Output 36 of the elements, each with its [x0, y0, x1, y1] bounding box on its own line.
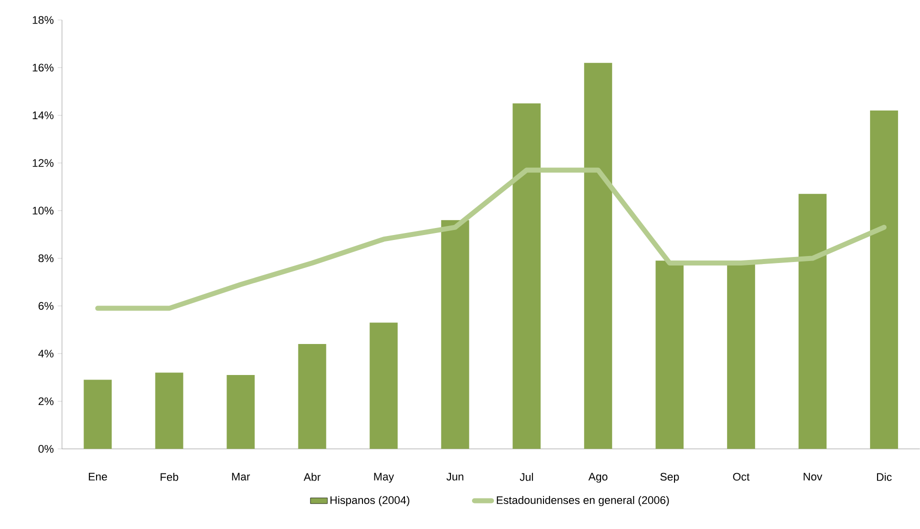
- x-tick-label: Oct: [733, 472, 750, 481]
- y-tick-label: 12%: [32, 159, 54, 167]
- x-tick-label: Ago: [588, 472, 608, 483]
- y-tick-label: 18%: [32, 16, 54, 24]
- y-tick-label: 14%: [32, 112, 54, 120]
- x-tick-label: Sep: [660, 472, 679, 483]
- x-tick-label: Ene: [88, 472, 107, 481]
- y-tick-label: 16%: [32, 64, 54, 72]
- bar: [727, 263, 756, 449]
- x-tick-label: Jun: [446, 472, 464, 481]
- x-tick-label: May: [374, 472, 394, 483]
- x-tick-label: Abr: [304, 472, 321, 481]
- y-tick-label: 8%: [38, 254, 54, 262]
- legend-label: Hispanos (2004): [330, 496, 410, 506]
- y-tick-label: 6%: [38, 302, 54, 310]
- bar: [370, 322, 398, 449]
- y-tick-label: 0%: [38, 445, 54, 453]
- x-tick-label: Dic: [877, 472, 892, 481]
- bar: [298, 344, 326, 449]
- x-tick-label: Feb: [160, 472, 178, 481]
- legend-label: Estadounidenses en general (2006): [496, 496, 669, 506]
- x-tick-label: Mar: [232, 472, 250, 481]
- y-tick-label: 4%: [38, 350, 54, 358]
- bar: [584, 62, 612, 449]
- y-tick-label: 2%: [38, 397, 54, 406]
- bar: [512, 103, 541, 449]
- x-tick-label: Jul: [520, 472, 533, 481]
- bar: [155, 372, 184, 449]
- bar: [656, 260, 684, 449]
- bar: [870, 110, 898, 449]
- bar: [84, 380, 112, 449]
- bar: [226, 375, 255, 449]
- bar: [441, 220, 470, 449]
- bar: [798, 194, 827, 449]
- x-tick-label: Nov: [804, 472, 822, 481]
- y-tick-label: 10%: [32, 206, 54, 215]
